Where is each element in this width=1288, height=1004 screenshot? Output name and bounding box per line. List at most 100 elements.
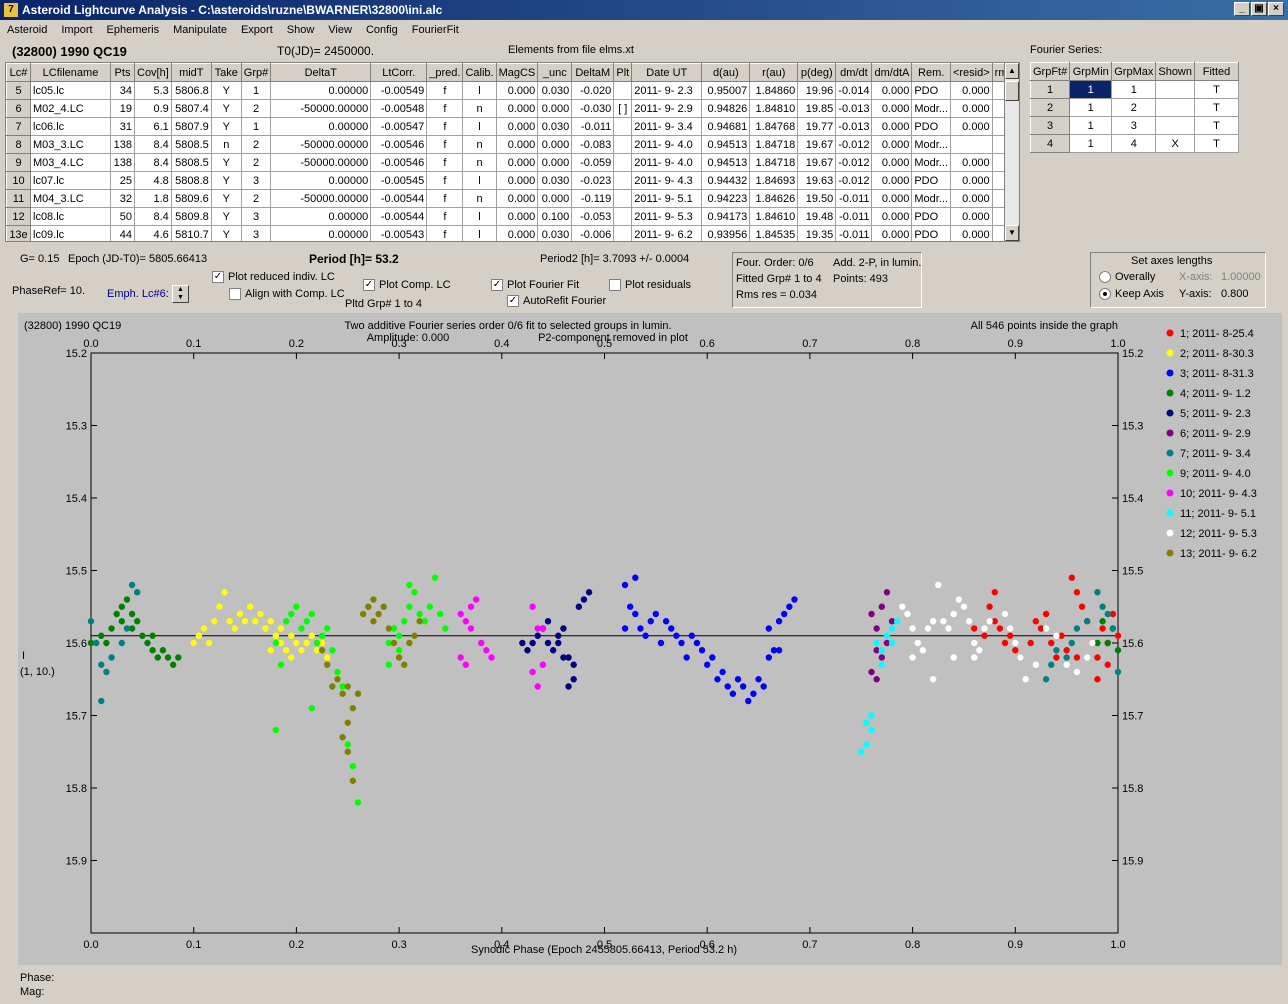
table-cell[interactable]: -0.006 <box>571 225 615 241</box>
lc-col-header[interactable]: DeltaT <box>270 63 372 82</box>
lc-col-header[interactable]: midT <box>170 63 212 82</box>
table-cell[interactable]: -0.011 <box>571 117 615 136</box>
lc-col-header[interactable]: Cov[h] <box>134 63 172 82</box>
table-cell[interactable]: Y <box>210 117 242 136</box>
table-cell[interactable]: lc05.lc <box>30 81 111 100</box>
menu-config[interactable]: Config <box>365 24 398 36</box>
table-cell[interactable]: 19.35 <box>797 225 837 241</box>
lc-col-header[interactable]: MagCS <box>495 63 539 82</box>
table-cell[interactable]: 44 <box>110 225 135 241</box>
table-cell[interactable]: n <box>462 135 497 154</box>
table-cell[interactable]: 0.9 <box>134 99 172 118</box>
table-cell[interactable]: Y <box>210 153 242 172</box>
table-cell[interactable]: T <box>1194 134 1239 153</box>
table-cell[interactable]: 0.93956 <box>701 225 751 241</box>
table-cell[interactable]: 0.000 <box>537 135 573 154</box>
table-cell[interactable]: 2011- 9- 3.4 <box>631 117 703 136</box>
table-cell[interactable]: 1.84535 <box>749 225 799 241</box>
period-label[interactable]: Period [h]= 53.2 <box>309 252 399 266</box>
lc-col-header[interactable]: <resid> <box>949 63 993 82</box>
table-cell[interactable]: 2 <box>240 135 272 154</box>
table-cell[interactable]: 2011- 9- 5.3 <box>631 207 703 226</box>
table-cell[interactable]: 0.94826 <box>701 99 751 118</box>
table-cell[interactable]: PDO <box>911 117 951 136</box>
lc-col-header[interactable]: Plt <box>613 63 633 82</box>
table-cell[interactable]: 4.8 <box>134 171 172 190</box>
table-cell[interactable] <box>613 171 633 190</box>
table-cell[interactable]: 0.94432 <box>701 171 751 190</box>
table-cell[interactable]: 8.4 <box>134 135 172 154</box>
table-cell[interactable]: f <box>426 99 464 118</box>
table-cell[interactable]: M04_3.LC <box>30 189 111 208</box>
table-cell[interactable]: M03_3.LC <box>30 135 111 154</box>
table-cell[interactable]: 2011- 9- 2.3 <box>631 81 703 100</box>
table-cell[interactable]: -0.011 <box>835 189 873 208</box>
table-cell[interactable]: M03_4.LC <box>30 153 111 172</box>
table-cell[interactable]: 5807.4 <box>170 99 212 118</box>
table-cell[interactable]: 5808.8 <box>170 171 212 190</box>
restore-button[interactable]: ▣ <box>1251 2 1267 16</box>
table-cell[interactable]: 19.67 <box>797 135 837 154</box>
table-cell[interactable]: 0.000 <box>949 189 993 208</box>
table-row[interactable]: 10 lc07.lc 25 4.8 5808.8 Y 3 0.00000 -0.00545 f l 0… <box>6 171 1004 190</box>
table-cell[interactable] <box>1155 80 1195 99</box>
table-cell[interactable]: 5809.6 <box>170 189 212 208</box>
table-cell[interactable]: 0.000 <box>495 225 539 241</box>
table-cell[interactable]: 0.000 <box>871 135 913 154</box>
menu-fourierfit[interactable]: FourierFit <box>411 24 459 36</box>
table-cell[interactable]: -50000.00000 <box>270 189 372 208</box>
lc-col-header[interactable]: _unc <box>537 63 573 82</box>
table-cell[interactable]: -50000.00000 <box>270 135 372 154</box>
table-cell[interactable]: 0.000 <box>871 81 913 100</box>
table-cell[interactable]: Y <box>210 225 242 241</box>
table-cell[interactable]: -0.013 <box>835 117 873 136</box>
table-cell[interactable]: 0.00000 <box>270 171 372 190</box>
table-row[interactable]: 9 M03_4.LC 138 8.4 5808.5 Y 2 -50000.00000 -0.00… <box>6 153 1004 172</box>
y-axis-value[interactable]: 0.800 <box>1221 288 1249 300</box>
table-cell[interactable]: -0.00543 <box>370 225 428 241</box>
lc-col-header[interactable]: r(au) <box>749 63 799 82</box>
table-cell[interactable]: -0.00545 <box>370 171 428 190</box>
autorefit-checkbox[interactable]: ✓ AutoRefit Fourier <box>507 295 606 308</box>
table-cell[interactable]: 2 <box>1029 98 1071 117</box>
table-cell[interactable]: -0.083 <box>571 135 615 154</box>
table-cell[interactable]: 1 <box>240 117 272 136</box>
table-cell[interactable]: f <box>426 81 464 100</box>
table-cell[interactable]: 10 <box>6 171 31 190</box>
table-cell[interactable]: PDO <box>911 81 951 100</box>
table-row[interactable]: 12 lc08.lc 50 8.4 5809.8 Y 3 0.00000 -0.00544 f l 0… <box>6 207 1004 226</box>
table-cell[interactable]: T <box>1194 98 1239 117</box>
table-cell[interactable]: 50 <box>110 207 135 226</box>
scroll-thumb[interactable] <box>1005 81 1019 101</box>
table-cell[interactable]: 2 <box>1111 98 1157 117</box>
table-cell[interactable]: 5806.8 <box>170 81 212 100</box>
table-cell[interactable]: Y <box>210 207 242 226</box>
lc-col-header[interactable]: Lc# <box>6 63 31 82</box>
table-cell[interactable]: -0.020 <box>571 81 615 100</box>
table-cell[interactable]: 2 <box>240 153 272 172</box>
table-cell[interactable]: 0.031 <box>991 225 1004 241</box>
table-cell[interactable]: 0.000 <box>871 171 913 190</box>
table-cell[interactable]: 138 <box>110 153 135 172</box>
table-cell[interactable]: 4 <box>1111 134 1157 153</box>
close-button[interactable]: × <box>1268 2 1284 16</box>
table-cell[interactable]: 0.000 <box>949 207 993 226</box>
table-cell[interactable]: -0.030 <box>571 99 615 118</box>
table-row[interactable]: 6 M02_4.LC 19 0.9 5807.4 Y 2 -50000.00000 -0.005… <box>6 99 1004 118</box>
table-cell[interactable]: 0.000 <box>871 189 913 208</box>
table-cell[interactable]: -0.013 <box>835 99 873 118</box>
table-cell[interactable] <box>613 207 633 226</box>
table-cell[interactable] <box>613 135 633 154</box>
table-cell[interactable]: f <box>426 117 464 136</box>
table-cell[interactable]: 0.000 <box>495 135 539 154</box>
fourier-col-header[interactable]: Fitted <box>1194 62 1239 81</box>
table-cell[interactable]: 2 <box>240 189 272 208</box>
table-cell[interactable]: PDO <box>911 207 951 226</box>
table-cell[interactable]: 0.030 <box>537 171 573 190</box>
table-cell[interactable]: lc07.lc <box>30 171 111 190</box>
table-cell[interactable]: 0.000 <box>949 99 993 118</box>
table-cell[interactable]: 2 <box>240 99 272 118</box>
